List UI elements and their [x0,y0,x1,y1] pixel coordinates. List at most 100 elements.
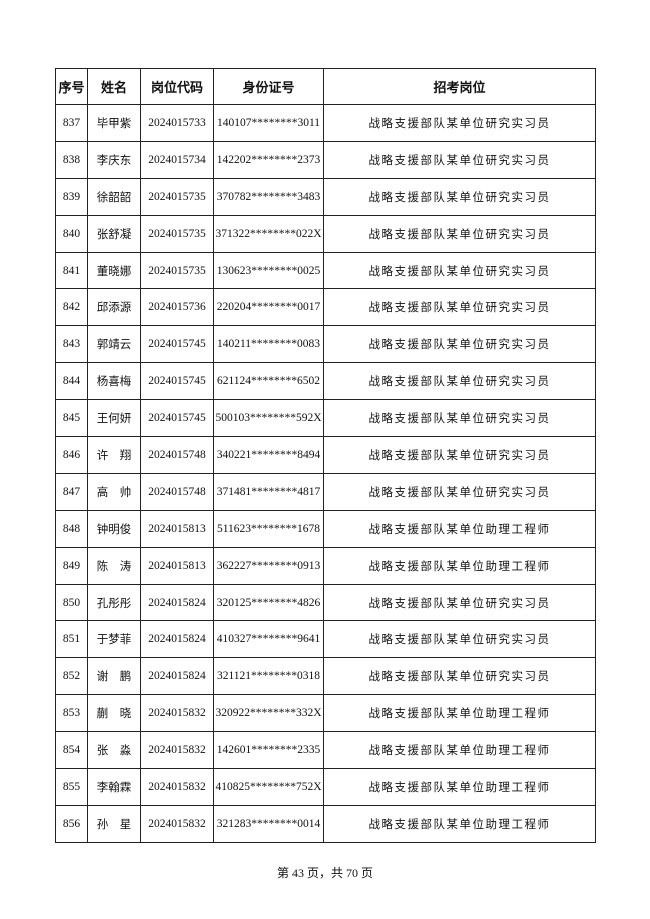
table-row: 850 孔彤彤 2024015824 320125********4826 战略支援部队… [55,583,596,622]
table-cell: 战略支援部队某单位研究实习员 [323,251,596,290]
table-cell: 张 淼 [87,731,141,770]
table-row: 841 董晓娜 2024015735 130623********0025 战略支援部队… [55,251,596,290]
table-cell: 142601********2335 [213,731,324,770]
table-cell: 2024015824 [140,620,214,659]
table-cell: 511623********1678 [213,509,324,548]
table-cell: 2024015813 [140,546,214,585]
table-cell: 2024015813 [140,509,214,548]
table-cell: 2024015748 [140,472,214,511]
table-row: 853 蒯 晓 2024015832 320922********332X 战略支援部队… [55,694,596,733]
table-row: 856 孙 星 2024015832 321283********0014 战略支援部队… [55,804,596,843]
table-row: 844 杨喜梅 2024015745 621124********6502 战略支援部队… [55,362,596,401]
table-row: 843 郭靖云 2024015745 140211********0083 战略支援部队… [55,325,596,364]
table-cell: 130623********0025 [213,251,324,290]
header-cell: 姓名 [87,68,141,105]
table-row: 847 高 帅 2024015748 371481********4817 战略支援部队… [55,472,596,511]
table-cell: 于梦菲 [87,620,141,659]
table-cell: 362227********0913 [213,546,324,585]
table-cell: 战略支援部队某单位助理工程师 [323,804,596,843]
table-row: 848 钟明俊 2024015813 511623********1678 战略支援部队… [55,509,596,548]
table-cell: 战略支援部队某单位研究实习员 [323,325,596,364]
table-cell: 2024015745 [140,362,214,401]
table-cell: 845 [55,399,88,438]
table-cell: 张舒凝 [87,214,141,253]
table-cell: 340221********8494 [213,436,324,474]
table-cell: 王何妍 [87,399,141,438]
table-cell: 战略支援部队某单位助理工程师 [323,509,596,548]
table-cell: 140211********0083 [213,325,324,364]
table-cell: 2024015735 [140,214,214,253]
table-cell: 战略支援部队某单位助理工程师 [323,694,596,733]
table-cell: 410327********9641 [213,620,324,659]
table-row: 846 许 翔 2024015748 340221********8494 战略支援部队… [55,436,596,474]
table-cell: 841 [55,251,88,290]
table-cell: 848 [55,509,88,548]
table-cell: 战略支援部队某单位研究实习员 [323,436,596,474]
header-row: 序号 姓名 岗位代码 身份证号 招考岗位 [55,68,596,105]
table-cell: 战略支援部队某单位研究实习员 [323,177,596,216]
table-row: 839 徐韶韶 2024015735 370782********3483 战略支援部队… [55,177,596,216]
table-cell: 410825********752X [213,768,324,806]
table-cell: 850 [55,583,88,622]
header-cell: 身份证号 [213,68,324,105]
table-cell: 856 [55,804,88,843]
table-cell: 战略支援部队某单位研究实习员 [323,399,596,438]
table-cell: 2024015832 [140,731,214,770]
table-cell: 852 [55,657,88,696]
table-cell: 李翰霖 [87,768,141,806]
table-cell: 战略支援部队某单位研究实习员 [323,472,596,511]
table-cell: 2024015745 [140,399,214,438]
table-cell: 2024015736 [140,288,214,327]
table-cell: 高 帅 [87,472,141,511]
table-cell: 陈 涛 [87,546,141,585]
table-cell: 371481********4817 [213,472,324,511]
table-cell: 徐韶韶 [87,177,141,216]
table-cell: 战略支援部队某单位研究实习员 [323,362,596,401]
table-cell: 621124********6502 [213,362,324,401]
table-cell: 谢 鹏 [87,657,141,696]
table-cell: 战略支援部队某单位助理工程师 [323,768,596,806]
table-cell: 370782********3483 [213,177,324,216]
table-row: 838 李庆东 2024015734 142202********2373 战略支援部队… [55,140,596,179]
table-cell: 321283********0014 [213,804,324,843]
table-cell: 220204********0017 [213,288,324,327]
table-row: 842 邱添源 2024015736 220204********0017 战略支援部队… [55,288,596,327]
table-cell: 2024015824 [140,583,214,622]
table-cell: 2024015748 [140,436,214,474]
table-cell: 董晓娜 [87,251,141,290]
table-cell: 杨喜梅 [87,362,141,401]
table-cell: 战略支援部队某单位研究实习员 [323,288,596,327]
table-cell: 321121********0318 [213,657,324,696]
table-cell: 战略支援部队某单位研究实习员 [323,140,596,179]
table-cell: 846 [55,436,88,474]
table-row: 845 王何妍 2024015745 500103********592X 战略支援部队… [55,399,596,438]
header-cell: 序号 [55,68,88,105]
table-cell: 孔彤彤 [87,583,141,622]
header-cell: 岗位代码 [140,68,214,105]
table-cell: 853 [55,694,88,733]
table-cell: 854 [55,731,88,770]
table-cell: 142202********2373 [213,140,324,179]
table-cell: 许 翔 [87,436,141,474]
table-cell: 843 [55,325,88,364]
table-cell: 839 [55,177,88,216]
table-cell: 837 [55,104,88,142]
table-cell: 847 [55,472,88,511]
table-cell: 855 [55,768,88,806]
table-cell: 战略支援部队某单位研究实习员 [323,657,596,696]
table-cell: 钟明俊 [87,509,141,548]
table-head: 序号 姓名 岗位代码 身份证号 招考岗位 [55,68,596,105]
table-cell: 840 [55,214,88,253]
table-cell: 842 [55,288,88,327]
table-cell: 战略支援部队某单位助理工程师 [323,731,596,770]
table-body: 837 毕甲紫 2024015733 140107********3011 战略支援部队… [55,104,596,843]
table-cell: 邱添源 [87,288,141,327]
table-row: 855 李翰霖 2024015832 410825********752X 战略支援部队… [55,768,596,806]
table-cell: 战略支援部队某单位研究实习员 [323,583,596,622]
table-cell: 毕甲紫 [87,104,141,142]
table-cell: 战略支援部队某单位助理工程师 [323,546,596,585]
table-cell: 孙 星 [87,804,141,843]
table-cell: 战略支援部队某单位研究实习员 [323,104,596,142]
table-cell: 战略支援部队某单位研究实习员 [323,214,596,253]
